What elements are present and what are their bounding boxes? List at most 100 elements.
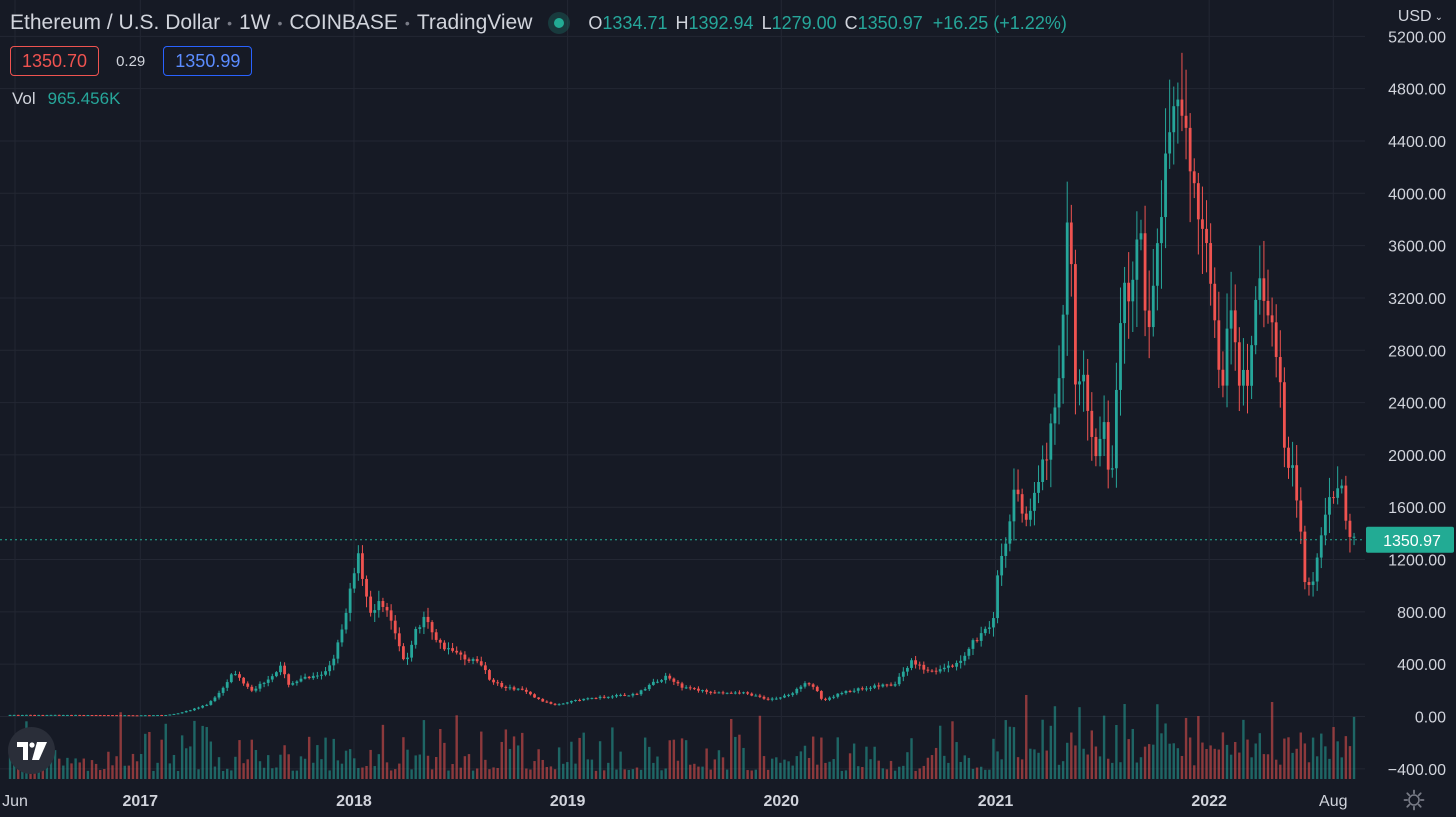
candle-body — [373, 610, 377, 613]
chevron-down-icon: ⌄ — [1434, 11, 1443, 23]
volume-bar — [1135, 762, 1139, 779]
candle-body — [250, 686, 254, 691]
volume-bar — [586, 759, 590, 779]
candle-body — [865, 688, 868, 690]
volume-bar — [684, 740, 688, 779]
candle-body — [397, 633, 401, 647]
candle-body — [680, 683, 684, 688]
candle-body — [942, 667, 946, 670]
candle-body — [16, 714, 20, 716]
candle-body — [106, 715, 110, 717]
candle-body — [852, 690, 856, 692]
symbol-name[interactable]: Ethereum / U.S. Dollar — [10, 11, 221, 34]
candle-body — [1299, 500, 1303, 532]
candle-body — [1250, 345, 1254, 386]
volume-bar — [324, 737, 327, 779]
candle-body — [160, 715, 164, 717]
ohlc-close: C1350.97 — [845, 13, 923, 34]
price-tick-label: 400.00 — [1397, 657, 1446, 674]
volume-bar — [648, 746, 651, 779]
volume-bar — [254, 750, 258, 779]
candle-body — [504, 686, 508, 689]
candle-body — [1102, 422, 1106, 439]
volume-bar — [70, 763, 73, 779]
volume-bar — [1147, 744, 1151, 779]
symbol-legend[interactable]: Ethereum / U.S. Dollar • 1W • COINBASE •… — [10, 8, 1067, 38]
volume-legend[interactable]: Vol 965.456K — [12, 89, 120, 109]
volume-bar — [664, 768, 667, 779]
volume-bar — [1193, 765, 1196, 779]
candle-body — [139, 715, 143, 717]
volume-bar — [291, 770, 294, 779]
candle-body — [156, 715, 159, 717]
volume-bar — [1033, 749, 1036, 779]
candle-body — [320, 674, 323, 676]
price-change: +16.25 (+1.22%) — [932, 12, 1067, 33]
market-status-dot-icon[interactable] — [554, 18, 565, 28]
time-tick-label: 2022 — [1191, 793, 1227, 810]
candle-body — [98, 715, 102, 717]
volume-bar — [533, 761, 536, 779]
price-axis[interactable]: 5200.00 4800.00 4400.00 4000.00 3600.00 3200.… — [1388, 29, 1446, 778]
volume-bar — [914, 770, 917, 779]
volume-bar — [1270, 702, 1274, 779]
volume-bar — [238, 740, 241, 779]
volume-bar — [607, 762, 610, 779]
gear-icon[interactable] — [1403, 789, 1425, 811]
volume-bar — [172, 754, 176, 779]
candle-body — [1061, 314, 1065, 379]
last-price-tag — [1366, 526, 1454, 553]
candle-body — [336, 642, 340, 659]
candle-body — [774, 698, 778, 700]
volume-bar — [1274, 759, 1278, 779]
volume-bar — [123, 765, 126, 779]
volume-bar — [164, 723, 167, 779]
volume-bar — [963, 755, 966, 779]
candle-body — [217, 692, 221, 698]
candle-body — [1049, 423, 1053, 460]
candle-body — [1028, 510, 1032, 520]
candle-body — [651, 681, 655, 685]
volume-bar — [1164, 723, 1167, 779]
time-axis[interactable]: Jun 2017 2018 2019 2020 2021 2022 Aug — [2, 793, 1347, 810]
volume-bar — [660, 770, 663, 779]
volume-bar — [1176, 748, 1180, 779]
volume-bar — [545, 767, 549, 779]
candle-body — [352, 573, 356, 589]
candle-body — [705, 690, 709, 692]
candle-body — [1246, 369, 1249, 386]
volume-bar — [1242, 719, 1245, 779]
volume-bar — [910, 738, 913, 779]
volume-bar — [541, 759, 544, 779]
buy-price-button[interactable]: 1350.99 — [163, 46, 253, 76]
candle-body — [430, 622, 434, 633]
candle-body — [1082, 374, 1086, 382]
volume-bar — [361, 767, 364, 779]
candle-body — [926, 669, 930, 671]
volume-bar — [1123, 704, 1126, 779]
volume-bar — [1328, 758, 1331, 779]
tradingview-logo-icon[interactable] — [8, 727, 55, 774]
chart-grid — [0, 0, 1365, 779]
volume-bar — [1049, 725, 1053, 779]
currency-selector[interactable]: USD ⌄ — [1398, 8, 1443, 26]
volume-bar — [1340, 757, 1343, 779]
volume-bar — [1348, 746, 1352, 779]
sell-price-button[interactable]: 1350.70 — [10, 46, 100, 76]
candle-body — [1319, 535, 1323, 558]
volume-bar — [332, 738, 335, 779]
candle-body — [1192, 171, 1196, 184]
volume-bar — [250, 739, 254, 779]
candle-body — [102, 715, 106, 717]
candle-body — [20, 714, 24, 716]
candle-body — [213, 697, 217, 702]
candle-body — [656, 681, 659, 683]
volume-bar — [672, 739, 676, 779]
volume-bar — [512, 736, 516, 779]
interval[interactable]: 1W — [238, 11, 271, 34]
candle-body — [934, 670, 938, 672]
candle-body — [684, 687, 688, 689]
volume-bar — [78, 762, 81, 779]
candle-body — [946, 665, 950, 668]
